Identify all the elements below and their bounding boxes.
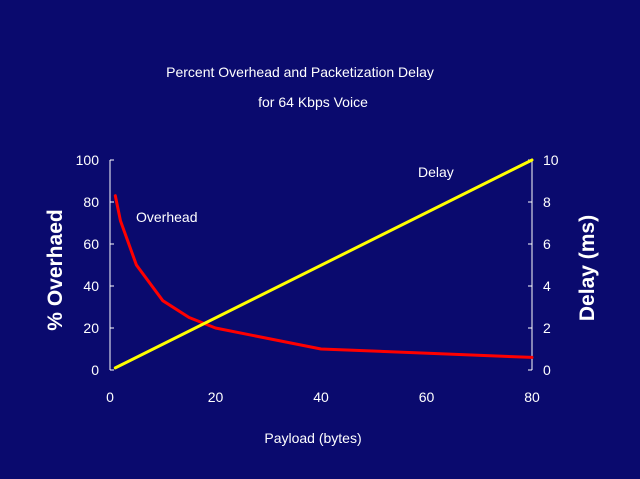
- y-left-tick-label: 60: [83, 236, 99, 252]
- y-left-tick-label: 0: [91, 362, 99, 378]
- series-label-overhead: Overhead: [136, 209, 197, 225]
- series-label-delay: Delay: [418, 164, 454, 180]
- y-left-tick-label: 100: [76, 152, 100, 168]
- y-right-tick-label: 6: [543, 236, 551, 252]
- x-tick-label: 80: [524, 389, 540, 405]
- x-tick-label: 0: [106, 389, 114, 405]
- y-axis-left-label: % Overhaed: [44, 209, 67, 330]
- series-line-overhead: [113, 194, 534, 359]
- axes: [109, 160, 533, 370]
- series: [113, 158, 534, 370]
- y-right-tick-label: 8: [543, 194, 551, 210]
- y-right-tick-label: 4: [543, 278, 551, 294]
- y-left-tick-label: 20: [83, 320, 99, 336]
- x-tick-label: 20: [208, 389, 224, 405]
- chart-title: Percent Overhead and Packetization Delay: [166, 64, 434, 80]
- y-right-tick-label: 10: [543, 152, 559, 168]
- x-axis-label: Payload (bytes): [264, 430, 361, 446]
- chart-subtitle: for 64 Kbps Voice: [258, 94, 368, 110]
- y-axis-right-label: Delay (ms): [576, 215, 599, 321]
- series-line-delay: [113, 158, 534, 370]
- y-right-tick-label: 0: [543, 362, 551, 378]
- y-left-tick-label: 40: [83, 278, 99, 294]
- x-tick-label: 60: [419, 389, 435, 405]
- y-right-tick-label: 2: [543, 320, 551, 336]
- x-tick-label: 40: [313, 389, 329, 405]
- y-left-tick-label: 80: [83, 194, 99, 210]
